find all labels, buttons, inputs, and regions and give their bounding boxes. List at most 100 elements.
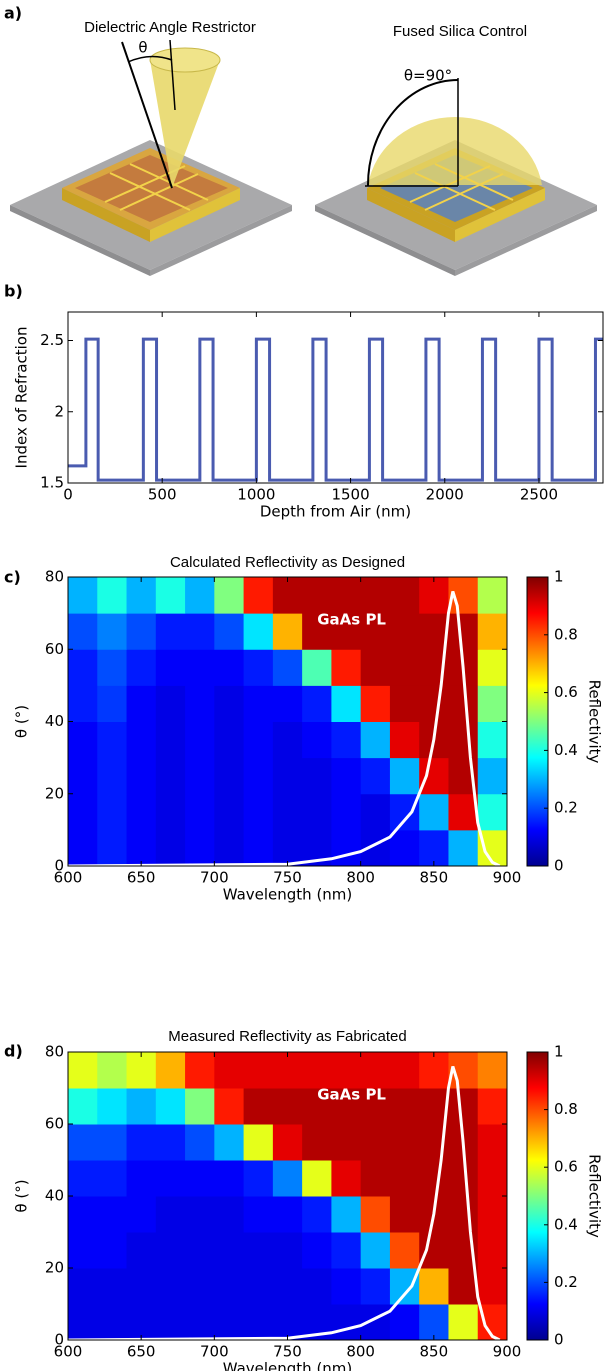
colorbar-tick-label: 0	[554, 1331, 564, 1349]
heatmap-cell	[243, 829, 274, 867]
heatmap-cell	[97, 685, 128, 722]
heatmap-cell	[302, 793, 332, 831]
heatmap-cell	[360, 649, 391, 686]
heatmap-cell	[243, 1232, 274, 1269]
heatmap-cell	[302, 757, 332, 795]
y-tick-label: 0	[54, 857, 64, 875]
heatmap-cell	[155, 1124, 186, 1161]
heatmap-cell	[126, 1160, 157, 1197]
heatmap-cell	[243, 1052, 274, 1089]
heatmap-cell	[214, 1052, 245, 1089]
x-tick-label: 850	[420, 869, 449, 887]
heatmap-cell	[477, 1268, 508, 1305]
heatmap-cell	[331, 1232, 362, 1269]
y-tick-label: 2.5	[40, 331, 64, 349]
heatmap-cell	[302, 1232, 332, 1269]
heatmap-cell	[389, 577, 420, 614]
y-tick-label: 60	[45, 640, 64, 658]
y-tick-label: 2	[54, 402, 64, 420]
x-tick-label: 0	[63, 486, 73, 504]
x-tick-label: 1500	[331, 486, 369, 504]
heatmap-cell	[360, 1196, 391, 1233]
heatmap-cell	[214, 829, 245, 867]
heatmap-cell	[389, 1232, 420, 1269]
heatmap-cell	[331, 721, 362, 759]
heatmap-cell	[419, 1052, 449, 1089]
chart-title: Calculated Reflectivity as Designed	[170, 554, 405, 571]
heatmap-cell	[155, 1268, 186, 1305]
heatmap-cell	[68, 757, 98, 795]
colorbar-tick-label: 1	[554, 568, 564, 586]
heatmap-cell	[419, 577, 449, 614]
heatmap-cell	[477, 1160, 508, 1197]
heatmap-cell	[97, 1088, 128, 1125]
colorbar-tick-label: 0.6	[554, 1158, 578, 1176]
heatmap-cell	[477, 1088, 508, 1125]
y-tick-label: 80	[45, 568, 64, 586]
heatmap-cell	[155, 757, 186, 795]
heatmap-cell	[126, 757, 157, 795]
heatmap-cell	[302, 1268, 332, 1305]
heatmap-cell	[360, 721, 391, 759]
colorbar-label: Reflectivity	[586, 1154, 604, 1238]
heatmap-cell	[185, 829, 215, 867]
x-axis-label: Depth from Air (nm)	[260, 503, 411, 521]
heatmap-cell	[97, 829, 128, 867]
heatmap-cell	[97, 1160, 128, 1197]
heatmap-cell	[331, 1268, 362, 1305]
colorbar-tick-label: 0.8	[554, 625, 578, 643]
heatmap-cell	[477, 1232, 508, 1269]
heatmap-cell	[331, 577, 362, 614]
heatmap-cell	[302, 685, 332, 722]
panel-label: b)	[4, 282, 23, 301]
illustration-title: Fused Silica Control	[393, 23, 527, 40]
heatmap-cell	[214, 685, 245, 722]
heatmap-cell	[68, 1268, 98, 1305]
heatmap-cell	[448, 1196, 479, 1233]
heatmap-cell	[360, 1268, 391, 1305]
heatmap-cell	[155, 1304, 186, 1341]
plot-frame	[67, 311, 604, 484]
colorbar-tick-label: 0.2	[554, 1273, 578, 1291]
heatmap-cell	[68, 793, 98, 831]
x-tick-label: 2000	[426, 486, 464, 504]
heatmap-cell	[126, 1304, 157, 1341]
heatmap-cell	[477, 721, 508, 759]
heatmap-cell	[155, 1196, 186, 1233]
heatmap-cell	[68, 721, 98, 759]
heatmap-cell	[185, 1088, 215, 1125]
heatmap-cell	[155, 1088, 186, 1125]
heatmap-cell	[389, 721, 420, 759]
heatmap-cell	[126, 685, 157, 722]
angle-label: θ=90°	[404, 67, 452, 85]
heatmap-cell	[272, 721, 303, 759]
heatmap-cell	[68, 613, 98, 650]
heatmap-cell	[477, 793, 508, 831]
heatmap-cell	[477, 577, 508, 614]
heatmap-cell	[448, 613, 479, 650]
heatmap-cell	[272, 793, 303, 831]
heatmap-cell	[331, 757, 362, 795]
colorbar	[526, 576, 549, 867]
heatmap-cell	[272, 1124, 303, 1161]
heatmap-cell	[214, 1196, 245, 1233]
x-tick-label: 800	[346, 1343, 375, 1361]
heatmap-cell	[68, 1052, 98, 1089]
heatmap-cell	[97, 721, 128, 759]
x-tick-label: 600	[54, 869, 83, 887]
heatmap-cell	[448, 1160, 479, 1197]
heatmap-cell	[331, 685, 362, 722]
heatmap-cell	[185, 685, 215, 722]
heatmap-cell	[477, 1196, 508, 1233]
heatmap-cell	[126, 577, 157, 614]
heatmap-cell	[302, 1124, 332, 1161]
heatmap-cell	[448, 721, 479, 759]
heatmap-cell	[185, 1196, 215, 1233]
heatmap-cell	[272, 613, 303, 650]
heatmap-cell	[155, 577, 186, 614]
heatmap-cell	[243, 721, 274, 759]
x-tick-label: 850	[420, 1343, 449, 1361]
heatmap-cell	[214, 721, 245, 759]
heatmap-cell	[243, 1088, 274, 1125]
